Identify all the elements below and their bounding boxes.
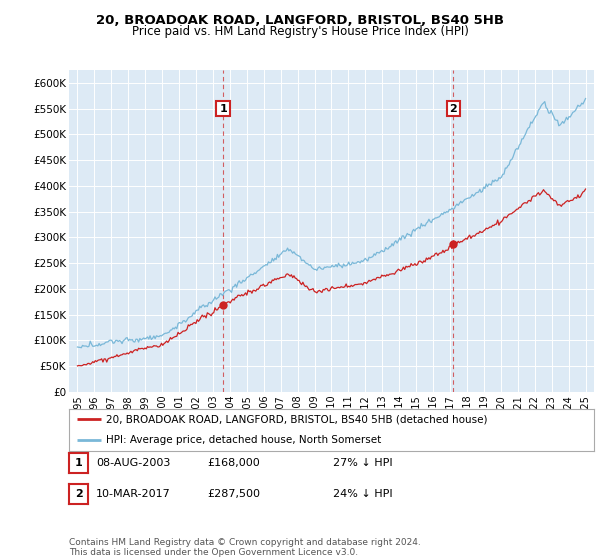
Text: 2: 2 bbox=[75, 489, 82, 499]
Text: 20, BROADOAK ROAD, LANGFORD, BRISTOL, BS40 5HB: 20, BROADOAK ROAD, LANGFORD, BRISTOL, BS… bbox=[96, 14, 504, 27]
Text: Contains HM Land Registry data © Crown copyright and database right 2024.
This d: Contains HM Land Registry data © Crown c… bbox=[69, 538, 421, 557]
Text: 2: 2 bbox=[449, 104, 457, 114]
Text: £287,500: £287,500 bbox=[207, 489, 260, 499]
Text: £168,000: £168,000 bbox=[207, 458, 260, 468]
Text: 1: 1 bbox=[219, 104, 227, 114]
Text: 1: 1 bbox=[75, 458, 82, 468]
Text: HPI: Average price, detached house, North Somerset: HPI: Average price, detached house, Nort… bbox=[106, 435, 381, 445]
Text: 24% ↓ HPI: 24% ↓ HPI bbox=[333, 489, 392, 499]
Text: Price paid vs. HM Land Registry's House Price Index (HPI): Price paid vs. HM Land Registry's House … bbox=[131, 25, 469, 38]
Text: 10-MAR-2017: 10-MAR-2017 bbox=[96, 489, 171, 499]
Text: 08-AUG-2003: 08-AUG-2003 bbox=[96, 458, 170, 468]
Text: 20, BROADOAK ROAD, LANGFORD, BRISTOL, BS40 5HB (detached house): 20, BROADOAK ROAD, LANGFORD, BRISTOL, BS… bbox=[106, 414, 487, 424]
Text: 27% ↓ HPI: 27% ↓ HPI bbox=[333, 458, 392, 468]
